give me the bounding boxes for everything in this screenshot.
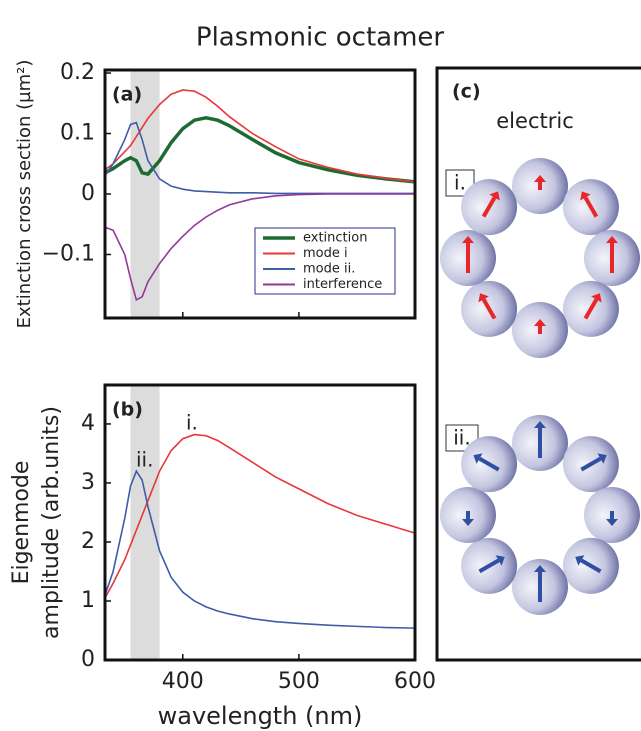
annotation: i. [186,411,198,435]
legend-label: mode ii. [303,262,355,277]
x-axis-label: wavelength (nm) [158,702,363,730]
dipole-arrow [583,196,599,218]
x-tick-label: 500 [278,669,320,694]
arrow-head [534,565,546,572]
legend-label: extinction [303,231,367,246]
y-tick-label: 0 [81,647,95,672]
series-line [104,115,416,184]
y-tick-label: 4 [81,411,95,436]
series-line [104,433,416,599]
legend-label: interference [303,277,382,292]
y-axis-label: amplitude (arb.units) [39,406,64,639]
panel-label: (c) [452,81,481,103]
arrow-head [462,236,474,243]
highlight-band [130,70,160,318]
panel-label: (a) [112,84,142,106]
dipole-arrow [481,298,497,320]
arrow-head [495,555,505,566]
x-tick-label: 400 [162,669,204,694]
arrow-head [606,236,618,243]
annotation: ii. [136,448,153,472]
figure-title: Plasmonic octamer [196,23,445,53]
mode-label: ii. [453,426,470,450]
series-line [104,121,415,195]
y-tick-label: 0.1 [60,121,95,146]
y-tick-label: 2 [81,529,95,554]
dipole-arrow [583,298,599,320]
series-line [104,469,416,629]
y-axis-label: Eigenmode [9,461,34,585]
arrow-head [478,293,489,303]
arrow-head [534,421,546,428]
y-tick-label: 3 [81,470,95,495]
arrow-head [473,453,483,464]
arrow-head [575,555,585,566]
y-tick-label: 1 [81,588,95,613]
dipole-arrow [481,196,497,218]
legend-label: mode i [303,246,348,261]
panel-c-title: electric [496,109,573,133]
plot-frame [103,383,417,662]
x-tick-label: 600 [394,669,436,694]
y-tick-label: −0.1 [42,241,95,266]
panel-label: (b) [112,399,143,421]
y-tick-label: 0 [81,181,95,206]
mode-label: i. [454,171,466,195]
series-line [104,89,416,183]
arrow-head [606,519,618,526]
panel-c-frame [435,66,641,662]
highlight-band [130,385,160,660]
dipole-arrow [478,456,500,472]
dipole-arrow [580,558,602,574]
arrow-head [591,293,602,303]
y-axis-label: Extinction cross section (µm²) [14,60,35,329]
arrow-head [462,519,474,526]
dipole-arrow [478,558,500,574]
arrow-head [597,453,607,464]
dipole-arrow [580,456,602,472]
arrow-head [534,319,546,326]
plot-frame [103,68,417,320]
arrow-head [580,191,591,201]
arrow-head [489,191,500,201]
arrow-head [534,175,546,182]
y-tick-label: 0.2 [60,60,95,85]
series-line [104,193,415,302]
